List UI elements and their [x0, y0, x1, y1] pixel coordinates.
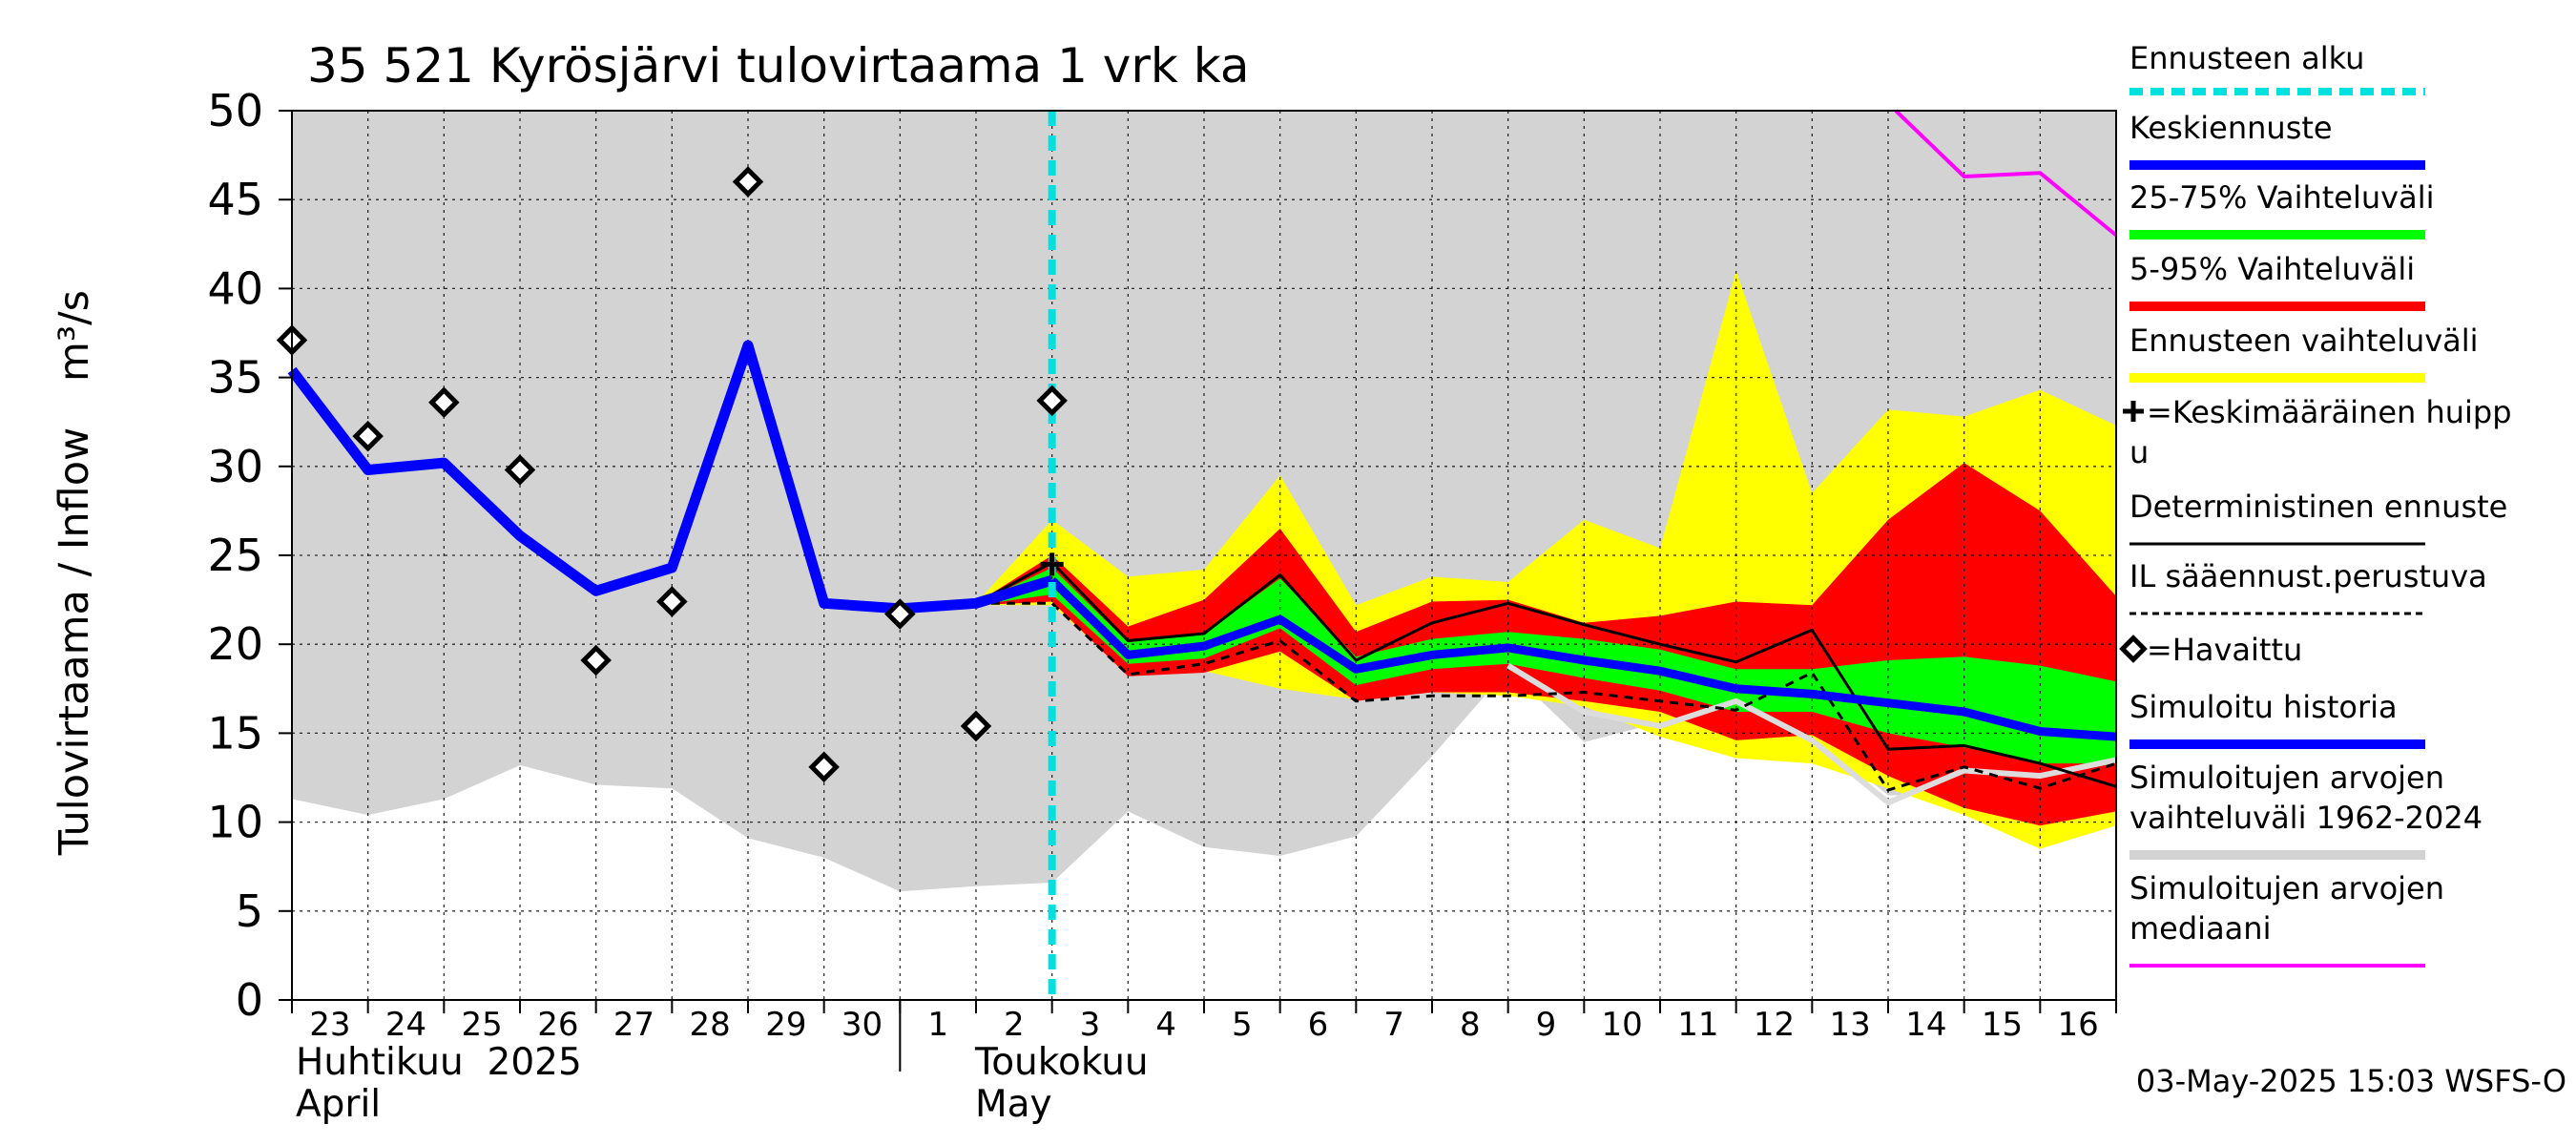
observed-point [960, 710, 992, 742]
y-tick-label: 5 [236, 885, 263, 937]
legend-label-history-range: Simuloitujen arvojen [2129, 760, 2444, 796]
plot-lines [287, 109, 2118, 1000]
median-line [1894, 109, 2118, 238]
legend-label-band-5-95: 5-95% Vaihteluväli [2129, 251, 2415, 287]
x-tick-label: 11 [1677, 1006, 1718, 1044]
observed-point [732, 166, 764, 198]
legend-label-simulated-history: Simuloitu historia [2129, 689, 2398, 725]
il-based-forecast-line [976, 601, 2117, 792]
y-tick-label: 25 [207, 530, 263, 581]
observed-point [1036, 385, 1068, 417]
x-tick-label: 9 [1536, 1006, 1557, 1044]
x-tick-label: 25 [462, 1006, 503, 1044]
x-tick-label: 13 [1830, 1006, 1871, 1044]
simulated-history-line [287, 340, 1054, 614]
month-label-april-fi: Huhtikuu 2025 [296, 1041, 582, 1084]
plot-grid [292, 111, 2116, 1000]
y-tick-label: 30 [207, 441, 263, 492]
legend-label2-median: mediaani [2129, 910, 2271, 947]
x-tick-label: 4 [1155, 1006, 1176, 1044]
x-tick-label: 12 [1754, 1006, 1795, 1044]
x-tick-label: 5 [1232, 1006, 1253, 1044]
x-tick-label: 10 [1602, 1006, 1643, 1044]
band-25-75 [976, 568, 2116, 764]
deterministic-forecast-line [975, 561, 2117, 788]
observed-point [580, 644, 612, 677]
x-axis: 23 24 25 26 27 28 29 30 1 2 3 4 5 6 7 8 9 10 11 12 13 14 15 16 [291, 1000, 2117, 1072]
legend-label2-history-range: vaihteluväli 1962-2024 [2129, 800, 2483, 836]
x-tick-label: 14 [1905, 1006, 1946, 1044]
legend-swatch-mean-peak [2123, 401, 2144, 422]
x-tick-label: 1 [927, 1006, 948, 1044]
x-tick-label: 16 [2058, 1006, 2099, 1044]
x-tick-label: 8 [1460, 1006, 1481, 1044]
mean-peak-marker [1040, 552, 1064, 576]
legend-label-il-based: IL sääennust.perustuva [2129, 558, 2487, 594]
x-tick-label: 26 [537, 1006, 578, 1044]
observed-point [504, 454, 536, 486]
legend-swatch-observed [2119, 635, 2148, 663]
legend-label-median: Simuloitujen arvojen [2129, 870, 2444, 906]
y-tick-label: 20 [207, 618, 263, 670]
x-tick-label: 6 [1308, 1006, 1329, 1044]
month-label-april-en: April [296, 1083, 381, 1126]
legend-label-forecast-range: Ennusteen vaihteluväli [2129, 323, 2479, 359]
observed-point [352, 420, 384, 452]
timestamp: 03-May-2025 15:03 WSFS-O [2136, 1063, 2566, 1099]
y-axis: 0 5 10 15 20 25 30 35 40 45 50 [207, 85, 292, 1026]
legend-label-band-25-75: 25-75% Vaihteluväli [2129, 179, 2434, 216]
x-tick-label: 28 [690, 1006, 731, 1044]
median-light-line [1506, 663, 2117, 806]
legend-label-forecast-start: Ennusteen alku [2129, 40, 2364, 76]
legend-label-observed: =Havaittu [2147, 632, 2302, 668]
y-tick-label: 35 [207, 352, 263, 404]
observed-point [428, 386, 460, 418]
y-tick-label: 15 [207, 707, 263, 759]
y-tick-label: 50 [207, 85, 263, 136]
y-tick-label: 40 [207, 262, 263, 314]
month-label-may-en: May [975, 1083, 1052, 1126]
month-label-may-fi: Toukokuu [974, 1041, 1149, 1084]
chart-title: 35 521 Kyrösjärvi tulovirtaama 1 vrk ka [307, 38, 1250, 94]
x-tick-label: 30 [841, 1006, 883, 1044]
x-tick-label: 15 [1982, 1006, 2023, 1044]
y-tick-label: 0 [236, 974, 263, 1026]
x-tick-label: 7 [1383, 1006, 1404, 1044]
y-axis-unit: m³/s [51, 290, 98, 382]
legend-label-mean-forecast: Keskiennuste [2129, 110, 2333, 146]
mean-forecast-line [1049, 576, 2117, 741]
x-tick-label: 3 [1080, 1006, 1101, 1044]
x-tick-label: 2 [1004, 1006, 1025, 1044]
y-tick-label: 10 [207, 797, 263, 848]
legend-label2-mean-peak: u [2129, 434, 2149, 470]
legend: Ennusteen alku Keskiennuste 25-75% Vaihtel… [2119, 40, 2512, 968]
legend-label-mean-peak: =Keskimääräinen huipp [2147, 394, 2512, 430]
observed-point [808, 751, 840, 783]
observed-point [656, 586, 688, 617]
x-tick-label: 29 [765, 1006, 806, 1044]
legend-label-deterministic: Deterministinen ennuste [2129, 489, 2507, 525]
y-tick-label: 45 [207, 174, 263, 225]
observed-point [884, 598, 916, 630]
y-axis-label: Tulovirtaama / Inflow [51, 427, 98, 856]
x-tick-label: 24 [385, 1006, 426, 1044]
x-tick-label: 23 [309, 1006, 350, 1044]
plot-markers [276, 166, 1068, 783]
x-tick-label: 27 [613, 1006, 654, 1044]
